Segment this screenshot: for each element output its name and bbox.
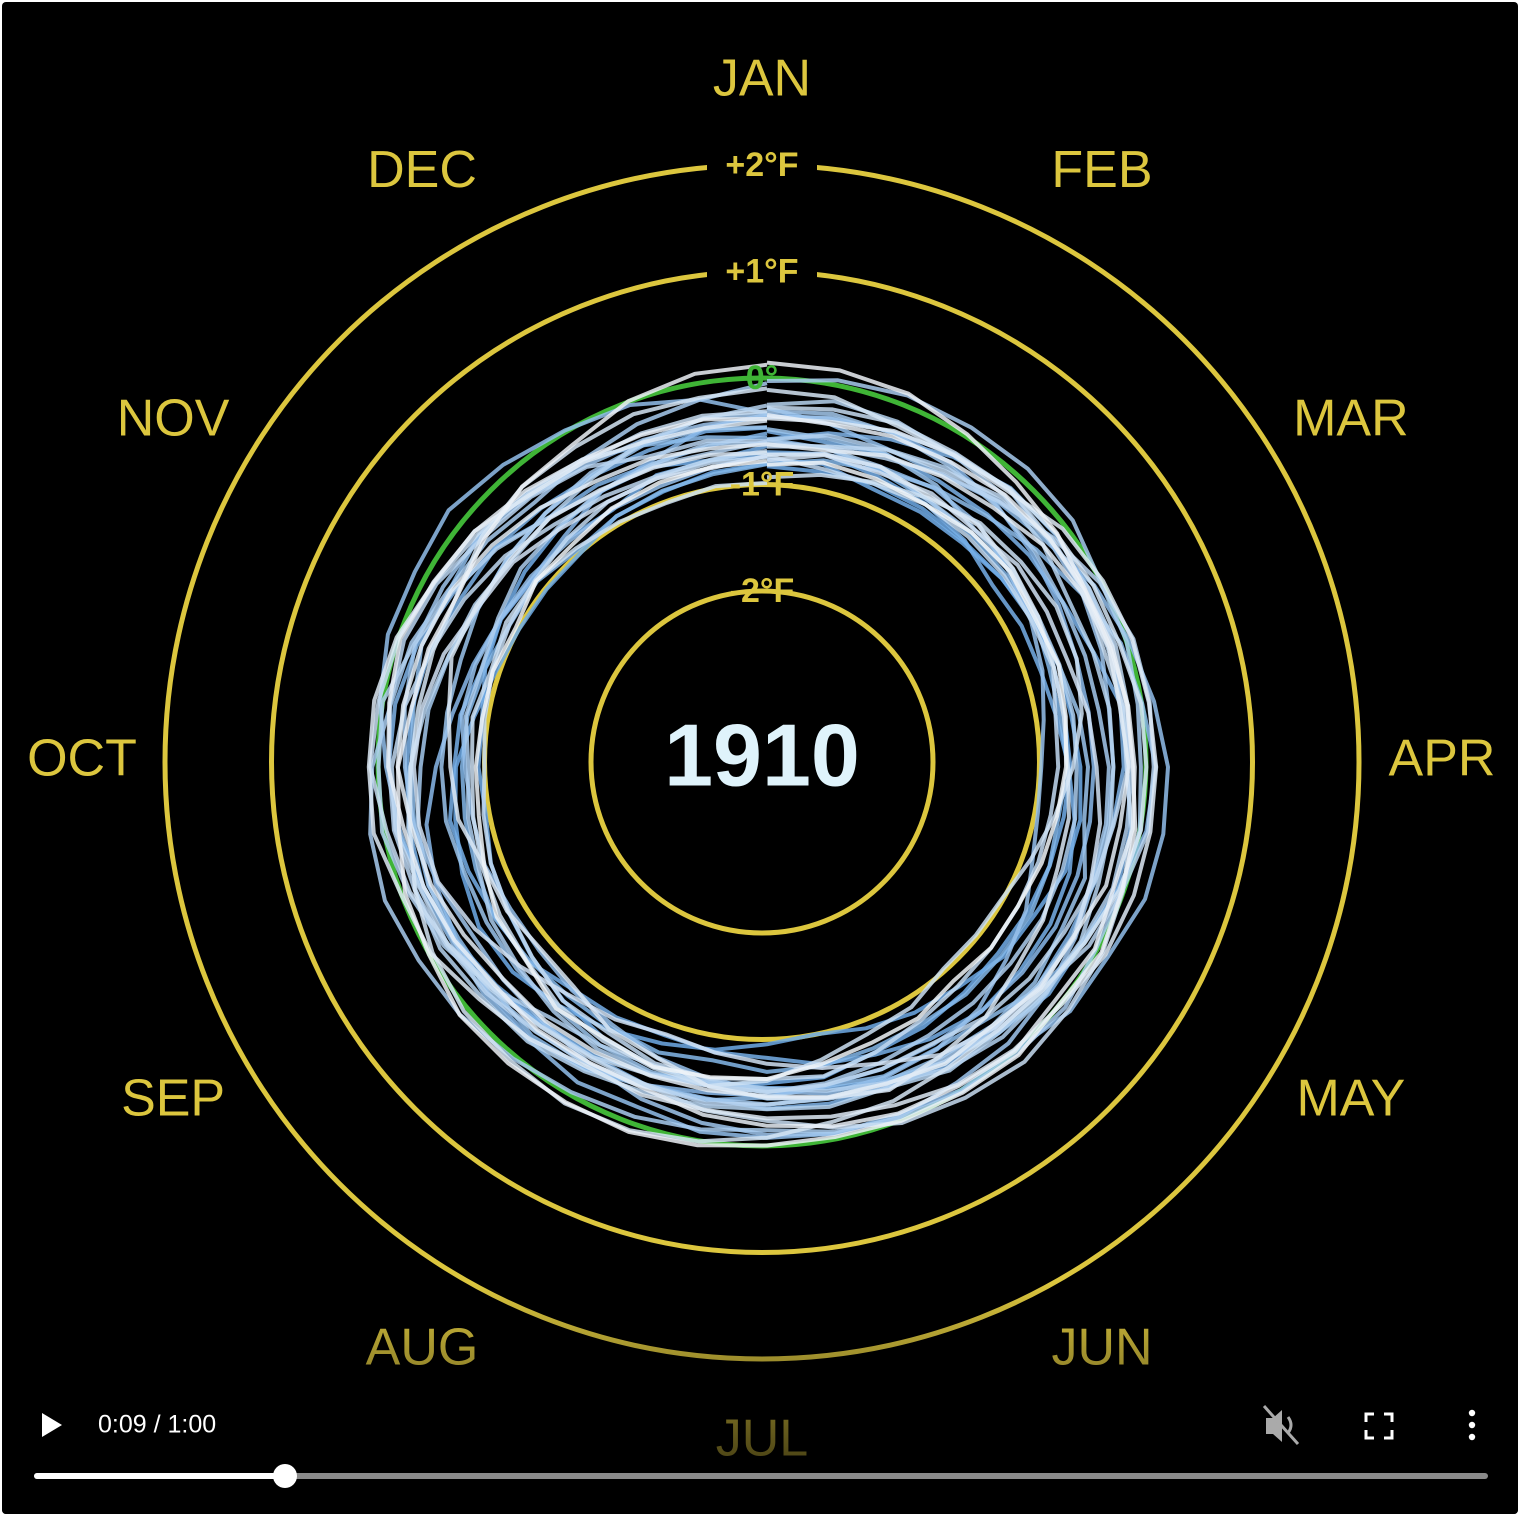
month-label: FEB [1051, 141, 1152, 199]
month-label: APR [1389, 730, 1496, 788]
ring-label-bg [707, 145, 817, 185]
ring-label: +2°F [725, 146, 798, 184]
spiral-trace [395, 442, 1131, 1100]
ring-label: -2°F [730, 572, 795, 610]
month-label: OCT [27, 730, 137, 788]
ring-label: -1°F [730, 465, 795, 503]
month-label: DEC [367, 141, 477, 199]
spiral-trace [411, 453, 1103, 1070]
temperature-spiral [366, 360, 1170, 1148]
spiral-trace [473, 459, 1068, 1081]
progress-played [34, 1473, 285, 1479]
progress-thumb[interactable] [273, 1464, 297, 1488]
play-button[interactable] [42, 1413, 62, 1437]
time-display: 0:09 / 1:00 [98, 1411, 216, 1439]
spiral-trace [396, 360, 1138, 1148]
month-label: JAN [713, 50, 811, 108]
spiral-trace [389, 444, 1131, 1095]
year-label: 1910 [664, 705, 860, 804]
ring-labels: +2°F +1°F 0° -1°F -2°F [707, 145, 817, 610]
more-options-button[interactable] [1468, 1409, 1476, 1441]
ring [588, 588, 936, 936]
ring-label: 0° [746, 359, 779, 397]
ring-label-bg [707, 251, 817, 292]
spiral-trace [387, 438, 1156, 1107]
month-label: MAR [1293, 390, 1409, 448]
month-label: MAY [1296, 1070, 1405, 1128]
progress-track[interactable] [34, 1473, 1488, 1479]
month-label: SEP [121, 1070, 225, 1128]
fullscreen-button[interactable] [1364, 1412, 1394, 1440]
mute-button[interactable] [1262, 1404, 1300, 1446]
controls-shade [2, 1282, 1518, 1514]
month-label: NOV [117, 390, 230, 448]
ring-label: +1°F [725, 252, 798, 290]
